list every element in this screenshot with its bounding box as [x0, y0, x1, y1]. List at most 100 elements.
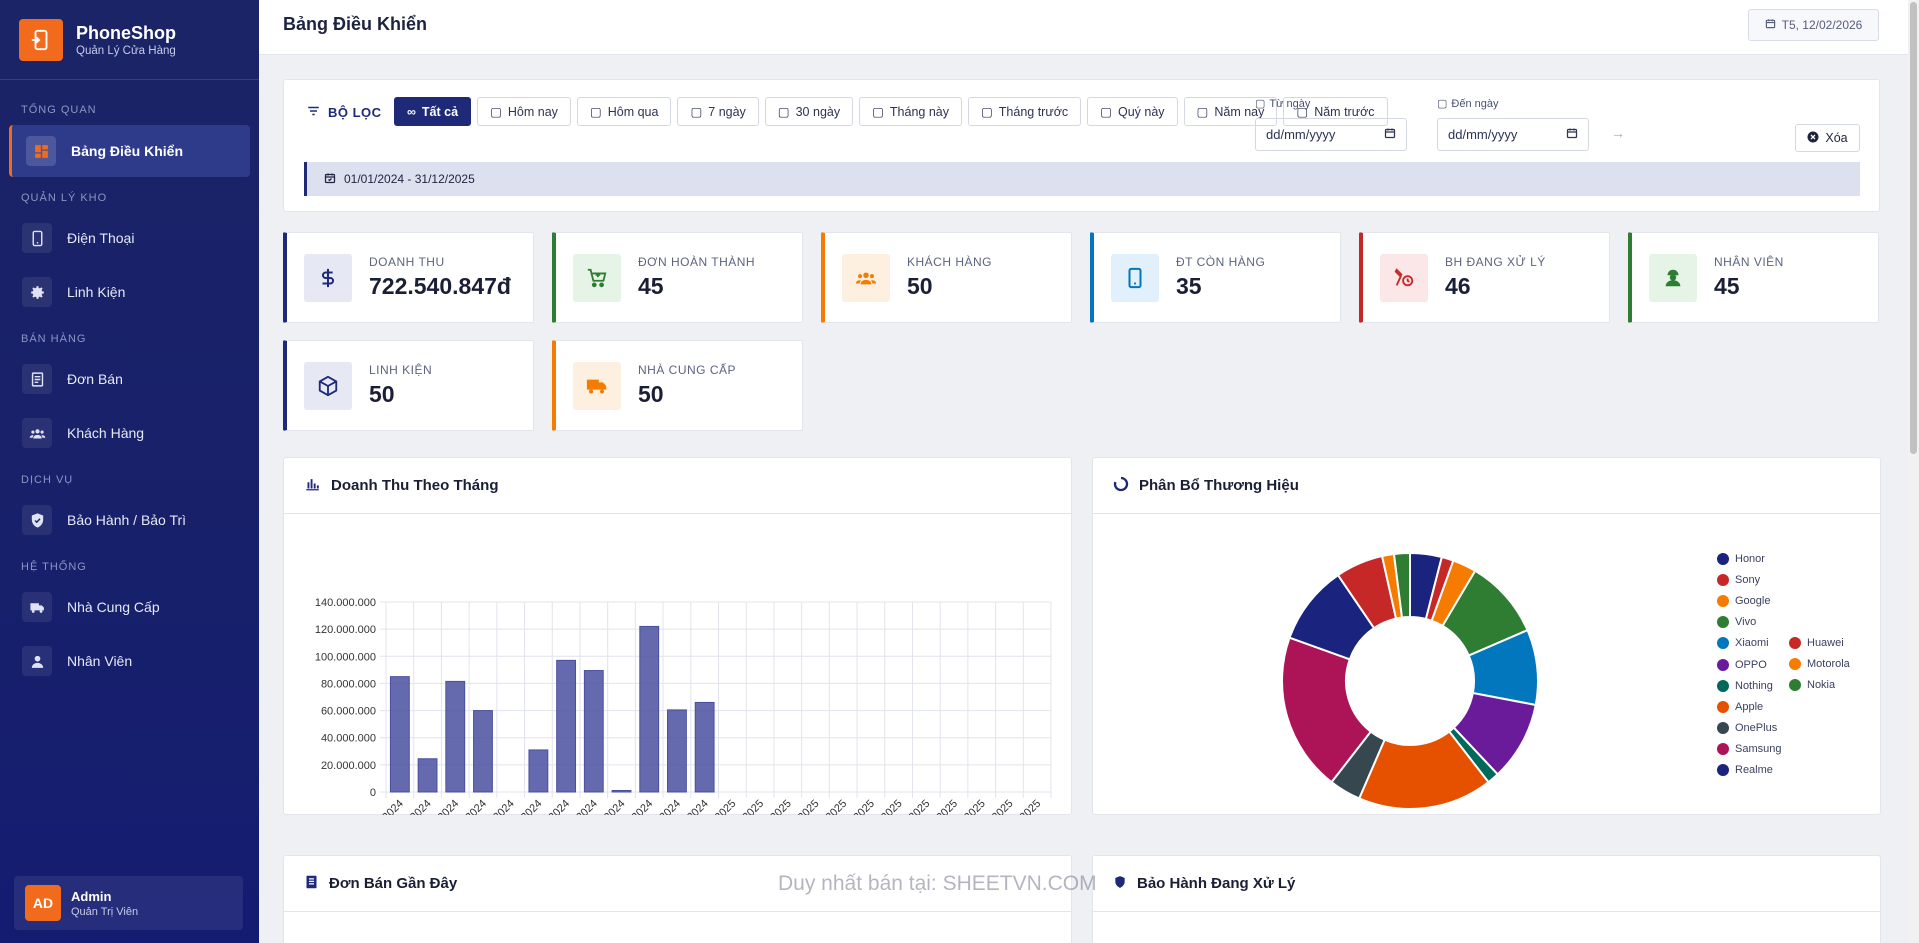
bar-T6/2024[interactable] [528, 749, 549, 793]
chip-all[interactable]: ∞ Tất cả [394, 97, 472, 126]
calendar-icon: ▢ [1255, 98, 1266, 110]
bar-T12/2024[interactable] [694, 701, 715, 793]
calendar-icon: ▢ [980, 105, 993, 119]
sidebar-item-customers[interactable]: Khách Hàng [9, 407, 250, 459]
to-date-placeholder: dd/mm/yyyy [1448, 127, 1518, 142]
legend-item-xiaomi[interactable]: Xiaomi [1717, 637, 1769, 650]
dollar-icon [304, 253, 352, 302]
sidebar-item-suppliers[interactable]: Nhà Cung Cấp [9, 581, 250, 633]
legend-item-nothing[interactable]: Nothing [1717, 679, 1773, 692]
clear-filter-button[interactable]: Xóa [1795, 124, 1860, 152]
stat-label: Doanh Thu [369, 255, 445, 269]
y-tick-label: 40.000.000 [321, 733, 376, 745]
sidebar-item-warranty[interactable]: Bảo Hành / Bảo Trì [9, 494, 250, 546]
filter-panel: BỘ LỌC ∞ Tất cả ▢ Hôm nay ▢ Hôm qua ▢ 7 ngày… [283, 79, 1880, 212]
legend-item-sony[interactable]: Sony [1717, 574, 1760, 587]
sidebar-item-components[interactable]: Linh Kiện [9, 266, 250, 318]
stat-value: 50 [907, 273, 933, 299]
legend-label: Xiaomi [1735, 637, 1769, 650]
user-profile[interactable]: AD Admin Quản Trị Viên [14, 876, 243, 930]
legend-item-apple[interactable]: Apple [1717, 700, 1763, 713]
y-tick-label: 0 [370, 787, 376, 799]
box-icon [304, 361, 352, 410]
stat-value: 45 [1714, 273, 1740, 299]
gear-icon [22, 277, 52, 307]
recent-orders-panel: Đơn Bán Gần Đây [283, 855, 1072, 943]
legend-swatch [1717, 574, 1729, 587]
chip-last-month[interactable]: ▢ Tháng trước [967, 97, 1082, 126]
legend-item-oneplus[interactable]: OnePlus [1717, 721, 1777, 734]
phone-icon [1111, 253, 1159, 302]
revenue-bar-chart: 0 20.000.000 40.000.000 60.000.000 80.000.00… [315, 597, 1052, 815]
bar-T4/2024[interactable] [473, 710, 493, 793]
users-icon [842, 253, 890, 302]
from-date-input[interactable]: dd/mm/yyyy [1255, 118, 1407, 151]
chip-today[interactable]: ▢ Hôm nay [477, 97, 571, 126]
legend-item-motorola[interactable]: Motorola [1789, 658, 1850, 671]
chip-7-days[interactable]: ▢ 7 ngày [677, 97, 759, 126]
legend-item-huawei[interactable]: Huawei [1789, 637, 1844, 649]
y-tick-label: 100.000.000 [315, 651, 376, 663]
page-title: Bảng Điều Khiển [283, 14, 428, 34]
legend-item-google[interactable]: Google [1717, 595, 1771, 608]
chip-30-days[interactable]: ▢ 30 ngày [764, 97, 854, 126]
range-text: 01/01/2024 - 31/12/2025 [344, 172, 475, 186]
legend-swatch [1717, 721, 1729, 734]
calendar-icon [1384, 127, 1396, 142]
to-date-input[interactable]: dd/mm/yyyy [1437, 118, 1589, 151]
calendar-icon: ▢ [1100, 105, 1112, 119]
bar-T2/2024[interactable] [417, 758, 438, 793]
bar-T9/2024[interactable] [611, 790, 632, 793]
topbar: Bảng Điều Khiển T5, 12/02/2026 [259, 0, 1908, 55]
chip-this-quarter[interactable]: ▢ Quý này [1087, 97, 1178, 126]
page-scrollbar[interactable] [1908, 0, 1919, 943]
users-icon [22, 418, 52, 448]
chip-label: Quý này [1117, 104, 1165, 119]
avatar: AD [25, 885, 61, 921]
scrollbar-thumb[interactable] [1910, 2, 1917, 454]
stat-card-linh-kiện: Linh Kiện 50 [283, 340, 534, 431]
bar-T11/2024[interactable] [667, 709, 687, 793]
sidebar-item-phones[interactable]: Điện Thoại [9, 212, 250, 264]
brand[interactable]: PhoneShop Quản Lý Cửa Hàng [0, 0, 259, 80]
legend-item-honor[interactable]: Honor [1717, 553, 1765, 565]
legend-item-realme[interactable]: Realme [1717, 764, 1773, 776]
chip-last-year[interactable]: ▢ Năm trước [1283, 97, 1388, 126]
legend-item-samsung[interactable]: Samsung [1717, 742, 1781, 755]
y-tick-label: 60.000.000 [321, 706, 376, 718]
arrow-right-icon: → [1611, 125, 1625, 141]
sidebar-item-dashboard[interactable]: Bảng Điều Khiển [9, 125, 250, 177]
nav-section-overview: Tổng Quan [21, 104, 97, 116]
legend-item-vivo[interactable]: Vivo [1717, 616, 1757, 629]
bar-T1/2024[interactable] [389, 676, 410, 793]
user-icon [22, 646, 52, 676]
chip-this-month[interactable]: ▢ Tháng này [859, 97, 962, 126]
bar-T8/2024[interactable] [583, 670, 604, 793]
slice-samsung[interactable] [1281, 636, 1373, 784]
bar-T10/2024[interactable] [639, 625, 660, 793]
sidebar-item-staff[interactable]: Nhân Viên [9, 635, 250, 687]
chip-label: Hôm qua [607, 104, 659, 119]
bar-T3/2024[interactable] [445, 680, 466, 793]
legend-swatch [1789, 679, 1801, 692]
legend-label: Google [1735, 595, 1771, 608]
calendar-icon: ▢ [490, 105, 502, 119]
chip-this-year[interactable]: ▢ Năm nay [1183, 97, 1278, 126]
chip-yesterday[interactable]: ▢ Hôm qua [576, 97, 672, 126]
sidebar-item-orders[interactable]: Đơn Bán [9, 353, 250, 405]
calendar-icon: ▢ [777, 105, 790, 119]
revenue-chart-panel: Doanh Thu Theo Tháng 0 20.000.000 40.000.0… [283, 457, 1072, 815]
sidebar-item-label: Bảo Hành / Bảo Trì [67, 512, 187, 528]
calendar-icon: ▢ [1296, 105, 1309, 119]
brand-name: PhoneShop [76, 22, 176, 43]
donut-chart-icon [1113, 476, 1129, 496]
label-text: Đến ngày [1451, 97, 1499, 110]
chip-label: Tất cả [421, 104, 459, 119]
y-tick-label: 80.000.000 [321, 678, 376, 690]
slice-nokia[interactable] [1392, 551, 1411, 619]
legend-item-oppo[interactable]: OPPO [1717, 658, 1767, 671]
legend-item-nokia[interactable]: Nokia [1789, 679, 1835, 692]
sidebar-item-label: Nhân Viên [67, 653, 133, 669]
bar-T7/2024[interactable] [556, 659, 577, 793]
legend-label: Vivo [1735, 616, 1757, 629]
